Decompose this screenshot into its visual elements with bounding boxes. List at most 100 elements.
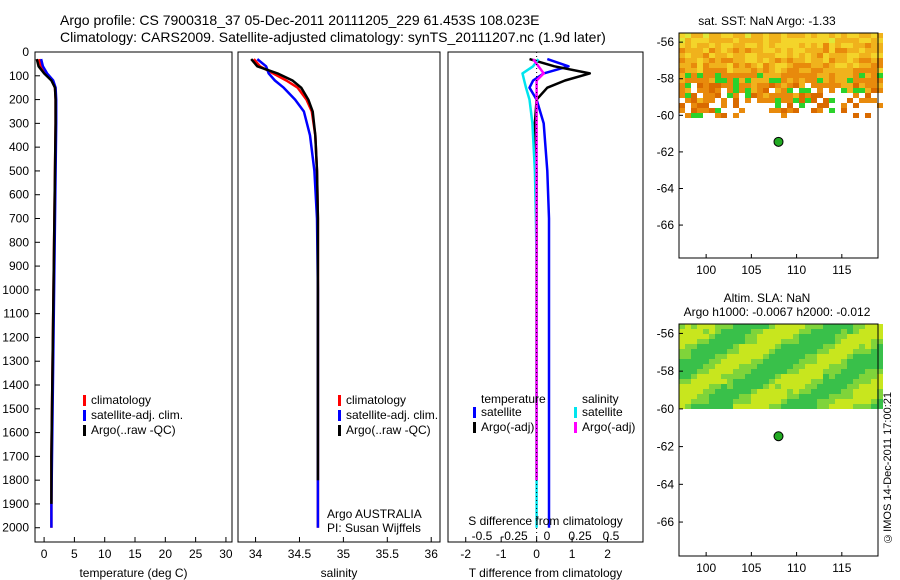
sla-map-cell xyxy=(769,389,775,394)
sst-map-cell xyxy=(841,38,847,43)
sla-map-cell xyxy=(763,359,769,364)
sst-map-cell xyxy=(685,58,691,63)
sla-map-cell xyxy=(781,339,787,344)
sla-map-cell xyxy=(703,359,709,364)
sst-map-cell xyxy=(703,98,709,103)
sla-map-cell xyxy=(715,394,721,399)
sst-map-cell xyxy=(751,83,757,88)
sla-map-cell xyxy=(781,379,787,384)
sst-map-cell xyxy=(853,103,859,108)
sla-map-cell xyxy=(817,359,823,364)
sst-map-cell xyxy=(733,83,739,88)
sla-map-ytick-label-5: -66 xyxy=(657,515,675,529)
sla-map-cell xyxy=(721,384,727,389)
sla-map-cell xyxy=(865,329,871,334)
sla-map-cell xyxy=(763,344,769,349)
sla-map-cell xyxy=(787,324,793,329)
sla-map-cell xyxy=(871,404,877,409)
sla-map-cell xyxy=(859,389,865,394)
sla-map-cell xyxy=(853,344,859,349)
sst-map-cell xyxy=(775,38,781,43)
sla-map-cell xyxy=(775,394,781,399)
sst-map-cell xyxy=(787,108,793,113)
sla-map-cell xyxy=(703,349,709,354)
sst-map-cell xyxy=(859,98,865,103)
sla-map-cell xyxy=(763,339,769,344)
sst-map-cell xyxy=(811,58,817,63)
temperature-xtick-label-1: 5 xyxy=(71,547,78,561)
sst-map-cell xyxy=(865,43,871,48)
sla-map-cell xyxy=(793,399,799,404)
sst-map-cell xyxy=(841,68,847,73)
sla-map-cell xyxy=(709,404,715,409)
sla-map-cell xyxy=(817,329,823,334)
sla-map-cell xyxy=(757,374,763,379)
sla-map-cell xyxy=(871,354,877,359)
sla-map-cell xyxy=(817,339,823,344)
sla-map-cell xyxy=(739,374,745,379)
sla-map-cell xyxy=(745,369,751,374)
sla-map-cell xyxy=(769,329,775,334)
sla-map-cell xyxy=(697,379,703,384)
sla-map-cell xyxy=(811,399,817,404)
sst-map-cell xyxy=(697,58,703,63)
sst-map-cell xyxy=(799,38,805,43)
sst-map-cell xyxy=(829,33,835,38)
sst-map-cell xyxy=(799,58,805,63)
sla-map-cell xyxy=(697,324,703,329)
sst-map-cell xyxy=(751,33,757,38)
sst-map-cell xyxy=(691,103,697,108)
sla-map-cell xyxy=(721,334,727,339)
sla-map-cell xyxy=(871,359,877,364)
sla-map-cell xyxy=(697,399,703,404)
sla-map-cell xyxy=(805,384,811,389)
sla-map-cell xyxy=(715,384,721,389)
sst-map-cell xyxy=(709,63,715,68)
sla-map-cell xyxy=(787,369,793,374)
depth-tick-label-4: 400 xyxy=(9,140,29,154)
sst-map-cell xyxy=(739,53,745,58)
sla-map-cell xyxy=(691,349,697,354)
sla-map-cell xyxy=(853,359,859,364)
sla-map-cell xyxy=(781,329,787,334)
sst-map-cell xyxy=(679,43,685,48)
sla-map-cell xyxy=(847,334,853,339)
sla-map-frame xyxy=(678,323,879,557)
sst-map-xtick-label-3: 115 xyxy=(832,263,851,277)
sst-map-cell xyxy=(715,38,721,43)
sla-map-cell xyxy=(847,369,853,374)
sla-map-cell xyxy=(865,339,871,344)
sla-map-cell xyxy=(781,399,787,404)
sst-map-cell xyxy=(871,98,877,103)
sst-map-ytick-label-4: -64 xyxy=(657,181,675,195)
sla-map-ytick-label-2: -60 xyxy=(657,402,675,416)
sst-map-cell xyxy=(799,53,805,58)
sst-map-cell xyxy=(691,38,697,43)
sst-map-cell xyxy=(739,33,745,38)
sla-map-cell xyxy=(853,349,859,354)
sla-map-cell xyxy=(859,404,865,409)
sst-map-cell xyxy=(823,53,829,58)
sla-map-cell xyxy=(757,389,763,394)
depth-tick-label-20: 2000 xyxy=(2,521,29,535)
sla-map-cell xyxy=(697,364,703,369)
sla-map-cell xyxy=(877,384,883,389)
sla-map-cell xyxy=(865,354,871,359)
sla-map-cell xyxy=(835,329,841,334)
sla-map-cell xyxy=(775,384,781,389)
sla-map-cell xyxy=(715,339,721,344)
sla-map-cell xyxy=(691,394,697,399)
sla-map-cell xyxy=(757,334,763,339)
sla-map-cell xyxy=(865,369,871,374)
sst-map-cell xyxy=(781,88,787,93)
sst-map-cell xyxy=(691,93,697,98)
sst-map-cell xyxy=(745,68,751,73)
sla-map-cell xyxy=(757,384,763,389)
sst-map-cell xyxy=(733,73,739,78)
sla-map-cell xyxy=(727,359,733,364)
sst-map-cell xyxy=(865,68,871,73)
sst-map-cell xyxy=(871,63,877,68)
sla-map-cell xyxy=(841,379,847,384)
sla-map-cell xyxy=(745,379,751,384)
sla-map-cell xyxy=(859,344,865,349)
